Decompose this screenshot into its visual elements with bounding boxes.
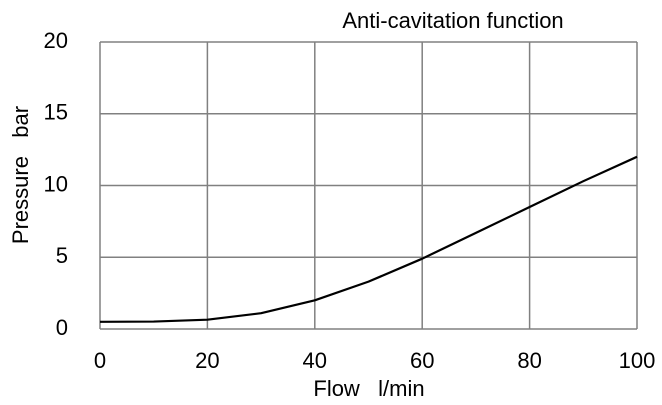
y-tick-label: 5 [56,243,68,268]
x-tick-label: 80 [517,348,541,373]
line-series [99,155,638,323]
y-tick-label: 0 [56,315,68,340]
x-tick-label: 40 [303,348,327,373]
y-axis-label: Pressure bar [8,106,33,244]
chart-title: Anti-cavitation function [342,8,563,33]
x-tick-label: 100 [619,348,656,373]
x-tick-label: 20 [195,348,219,373]
x-tick-label: 0 [94,348,106,373]
y-tick-label: 20 [44,28,68,53]
x-axis-label: Flow l/min [313,376,424,401]
y-tick-label: 15 [44,100,68,125]
x-tick-label: 60 [410,348,434,373]
y-tick-label: 10 [44,171,68,196]
